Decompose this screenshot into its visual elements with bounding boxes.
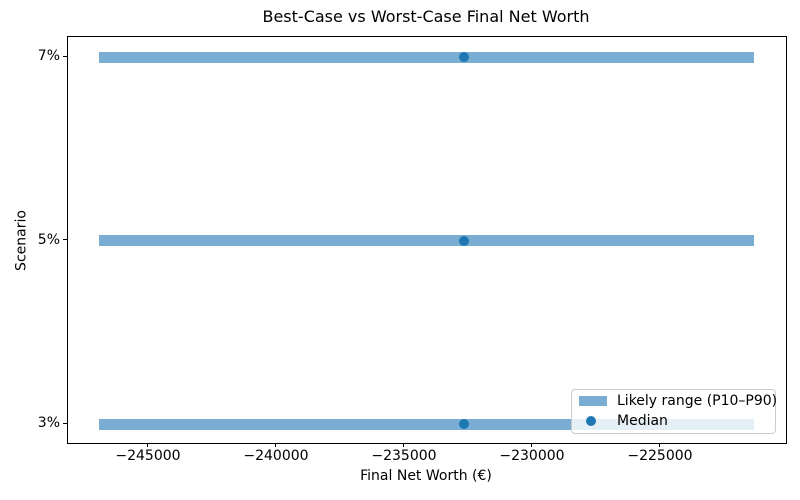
- plot-area: Likely range (P10–P90) Median: [67, 36, 787, 444]
- x-tick-label: −245000: [115, 448, 181, 464]
- median-dot-swatch-icon: [586, 416, 596, 426]
- range-bar-5%: [99, 235, 755, 246]
- chart-title: Best-Case vs Worst-Case Final Net Worth: [262, 7, 590, 26]
- y-tick-label: 7%: [37, 48, 60, 64]
- median-dot-5%: [458, 235, 469, 246]
- x-tick-label: −235000: [371, 448, 437, 464]
- legend: Likely range (P10–P90) Median: [571, 389, 778, 434]
- y-tick-mark: [63, 422, 67, 424]
- x-tick-mark: [147, 443, 149, 447]
- median-dot-3%: [458, 419, 469, 429]
- y-tick-label: 5%: [37, 231, 60, 248]
- legend-swatch-cell: [579, 416, 617, 426]
- x-tick-label: −225000: [627, 448, 693, 464]
- legend-label-median: Median: [617, 413, 668, 429]
- x-tick-label: −230000: [499, 448, 565, 464]
- x-tick-mark: [403, 443, 405, 447]
- legend-swatch-cell: [579, 396, 617, 406]
- range-bar-3%: [99, 418, 755, 430]
- legend-label-likely-range: Likely range (P10–P90): [617, 393, 778, 409]
- y-tick-label: 3%: [37, 415, 60, 431]
- x-tick-label: −240000: [243, 448, 309, 464]
- y-tick-mark: [63, 239, 67, 240]
- x-tick-mark: [275, 443, 277, 447]
- legend-entry-likely-range: Likely range (P10–P90): [572, 391, 778, 411]
- y-tick-mark: [63, 55, 67, 57]
- range-bar-swatch-icon: [579, 396, 607, 406]
- range-bar-7%: [99, 51, 755, 63]
- median-dot-7%: [458, 52, 469, 62]
- x-tick-mark: [659, 443, 661, 447]
- legend-entry-median: Median: [572, 411, 775, 431]
- x-tick-mark: [531, 443, 533, 447]
- x-axis-label: Final Net Worth (€): [360, 468, 492, 484]
